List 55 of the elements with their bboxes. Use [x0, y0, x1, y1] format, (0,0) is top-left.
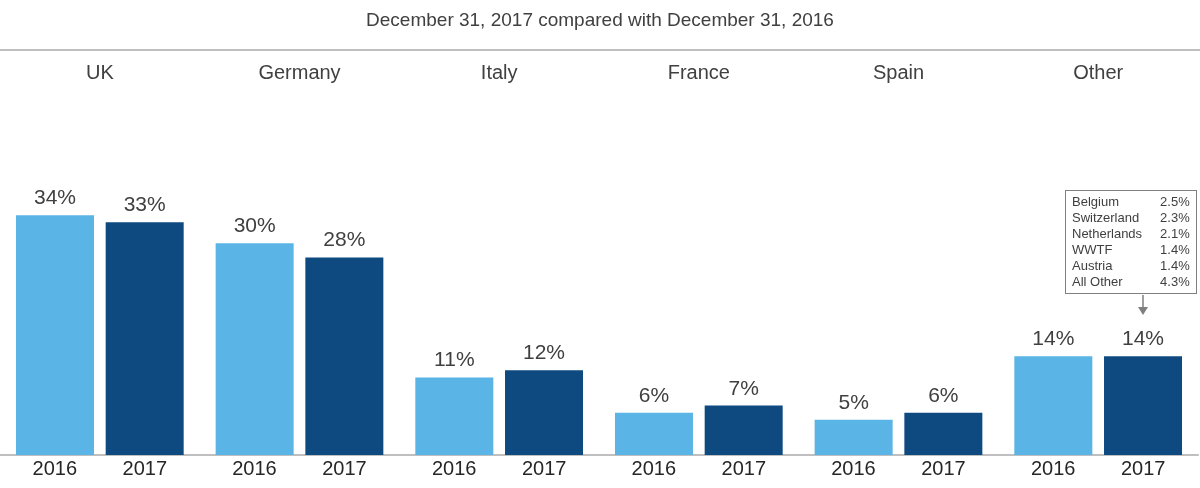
text: 2016	[831, 457, 876, 479]
data-label: 6%	[928, 382, 959, 406]
annotation: 1.4%	[1159, 258, 1190, 275]
annotation: 2.1%	[1159, 226, 1190, 243]
bar	[614, 412, 693, 455]
bar	[1104, 356, 1183, 455]
chart-title: December 31, 2017 compared with December 31, 2016	[366, 9, 834, 30]
annotation: WWTF	[1072, 242, 1114, 259]
data-label: 5%	[838, 389, 869, 413]
x-tick-label: Italy	[480, 61, 518, 83]
annotation: All Other	[1072, 274, 1124, 291]
series-label: 2016	[32, 457, 78, 479]
x-tick-label: Other	[1073, 61, 1124, 83]
text: 2017	[521, 457, 567, 479]
x-tick-label: Germany	[258, 61, 341, 83]
annotation: Switzerland	[1072, 210, 1141, 227]
data-label: 33%	[123, 192, 166, 216]
text: 2.5%	[1159, 194, 1190, 211]
annotation: Austria	[1072, 258, 1114, 275]
data-label: 6%	[638, 382, 670, 406]
x-tick-label: Spain	[872, 61, 925, 83]
bar	[814, 419, 893, 455]
data-label: 14%	[1122, 326, 1165, 350]
text: 2017	[921, 457, 966, 479]
text: 2016	[431, 457, 477, 479]
annotation: Netherlands	[1072, 226, 1143, 243]
data-label: 28%	[323, 227, 366, 251]
data-label: 14%	[1032, 326, 1075, 350]
data-label: 7%	[728, 375, 759, 399]
data-label: 30%	[233, 213, 276, 237]
annotation: 4.3%	[1159, 274, 1190, 291]
data-label: 11%	[434, 347, 475, 371]
text: 2016	[232, 457, 277, 479]
data-label: 12%	[523, 340, 566, 364]
bar	[704, 405, 783, 455]
bar	[305, 257, 384, 455]
annotation: 1.4%	[1159, 242, 1190, 259]
text: 2016	[1030, 457, 1076, 479]
text: 2017	[1120, 457, 1166, 479]
text: 2017	[721, 457, 767, 479]
bar	[904, 412, 983, 455]
bar	[1014, 356, 1093, 455]
x-tick-label: UK	[85, 61, 115, 83]
bar	[15, 215, 94, 455]
bar	[215, 243, 294, 455]
series-label: 2017	[122, 457, 168, 479]
bar	[415, 377, 494, 455]
text: Belgium	[1072, 194, 1120, 211]
data-label: 34%	[33, 185, 76, 209]
bar	[105, 222, 184, 455]
text: 2017	[322, 457, 367, 479]
x-tick-label: France	[667, 61, 730, 83]
bar	[505, 370, 584, 455]
annotation: 2.3%	[1159, 210, 1190, 227]
text: 2016	[631, 457, 677, 479]
